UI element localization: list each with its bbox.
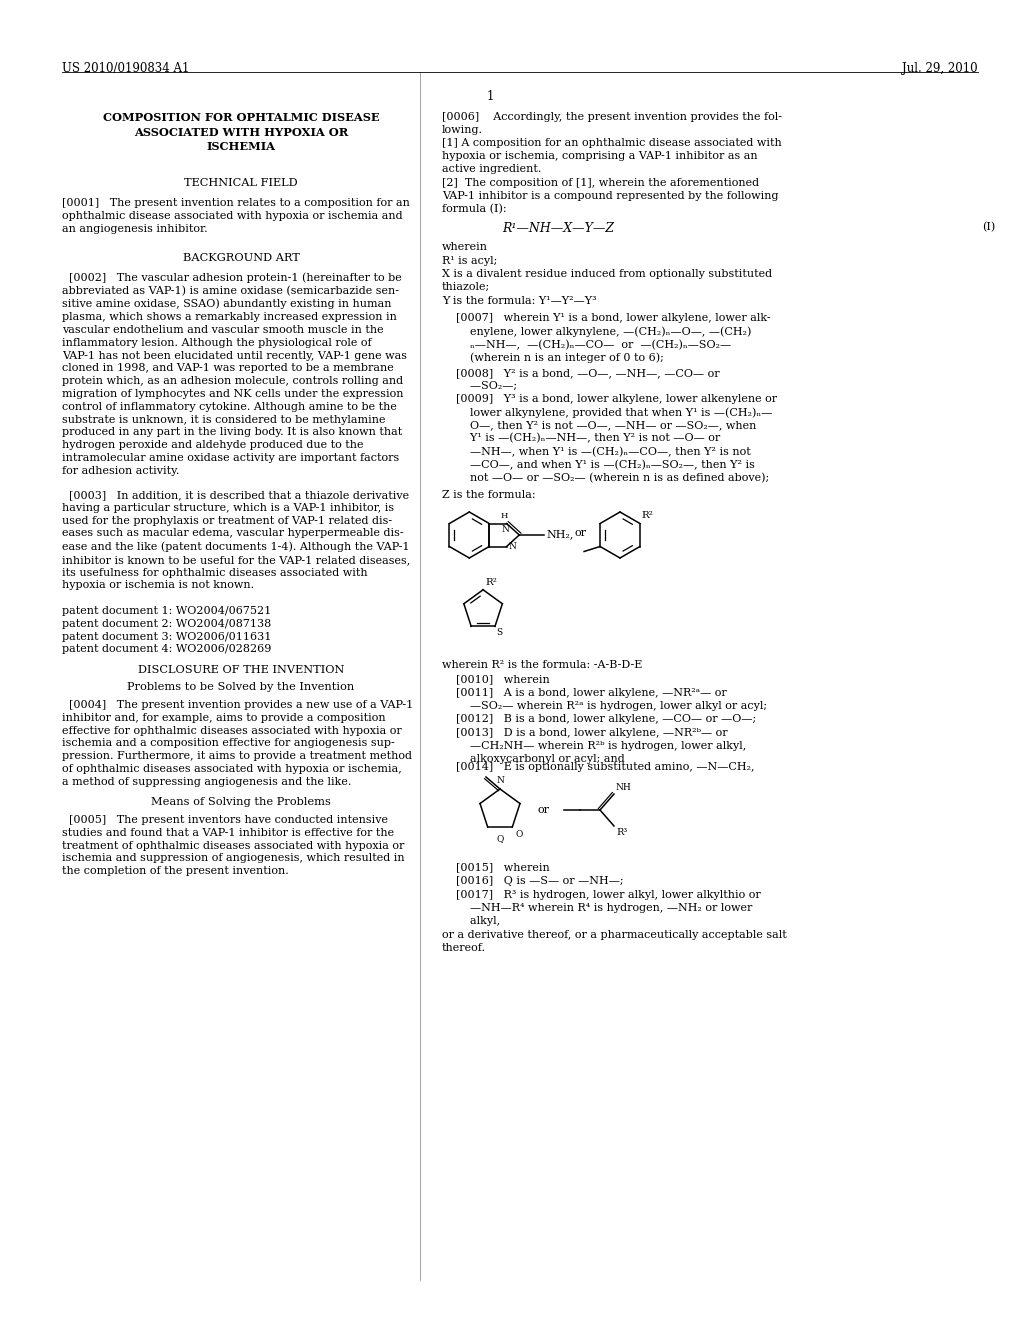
Text: Y is the formula: Y¹—Y²—Y³: Y is the formula: Y¹—Y²—Y³ [442, 296, 597, 306]
Text: [0014]   E is optionally substituted amino, —N—CH₂,: [0014] E is optionally substituted amino… [442, 762, 755, 772]
Text: [0004]   The present invention provides a new use of a VAP-1
inhibitor and, for : [0004] The present invention provides a … [62, 700, 414, 787]
Text: Z is the formula:: Z is the formula: [442, 490, 536, 500]
Text: or: or [538, 805, 550, 814]
Text: [2]  The composition of [1], wherein the aforementioned
VAP-1 inhibitor is a com: [2] The composition of [1], wherein the … [442, 178, 778, 214]
Text: R²: R² [485, 578, 497, 587]
Text: Means of Solving the Problems: Means of Solving the Problems [152, 797, 331, 807]
Text: [0011]   A is a bond, lower alkylene, —NR²ᵃ— or
        —SO₂— wherein R²ᵃ is hyd: [0011] A is a bond, lower alkylene, —NR²… [442, 688, 767, 710]
Text: S: S [496, 628, 502, 638]
Text: N: N [496, 776, 504, 785]
Text: N: N [509, 543, 516, 550]
Text: [0008]   Y² is a bond, —O—, —NH—, —CO— or
        —SO₂—;: [0008] Y² is a bond, —O—, —NH—, —CO— or … [442, 368, 720, 391]
Text: X is a divalent residue induced from optionally substituted
thiazole;: X is a divalent residue induced from opt… [442, 269, 772, 292]
Text: O: O [515, 830, 522, 840]
Text: [1] A composition for an ophthalmic disease associated with
hypoxia or ischemia,: [1] A composition for an ophthalmic dise… [442, 139, 781, 174]
Text: R¹—NH—X—Y—Z: R¹—NH—X—Y—Z [502, 222, 614, 235]
Text: patent document 1: WO2004/067521
patent document 2: WO2004/087138
patent documen: patent document 1: WO2004/067521 patent … [62, 606, 271, 655]
Text: [0015]   wherein: [0015] wherein [442, 862, 550, 873]
Text: or: or [574, 528, 587, 539]
Text: COMPOSITION FOR OPHTALMIC DISEASE
ASSOCIATED WITH HYPOXIA OR
ISCHEMIA: COMPOSITION FOR OPHTALMIC DISEASE ASSOCI… [102, 112, 379, 152]
Text: [0017]   R³ is hydrogen, lower alkyl, lower alkylthio or
        —NH—R⁴ wherein : [0017] R³ is hydrogen, lower alkyl, lowe… [442, 890, 761, 925]
Text: [0013]   D is a bond, lower alkylene, —NR²ᵇ— or
        —CH₂NH— wherein R²ᵇ is h: [0013] D is a bond, lower alkylene, —NR²… [442, 729, 746, 763]
Text: [0016]   Q is —S— or —NH—;: [0016] Q is —S— or —NH—; [442, 876, 624, 886]
Text: [0003]   In addition, it is described that a thiazole derivative
having a partic: [0003] In addition, it is described that… [62, 490, 411, 590]
Text: [0006]    Accordingly, the present invention provides the fol-
lowing.: [0006] Accordingly, the present inventio… [442, 112, 782, 135]
Text: DISCLOSURE OF THE INVENTION: DISCLOSURE OF THE INVENTION [138, 665, 344, 675]
Text: [0010]   wherein: [0010] wherein [442, 675, 550, 684]
Text: R³: R³ [616, 828, 628, 837]
Text: TECHNICAL FIELD: TECHNICAL FIELD [184, 178, 298, 187]
Text: Q: Q [497, 834, 504, 843]
Text: (I): (I) [982, 222, 995, 232]
Text: R²: R² [642, 511, 653, 520]
Text: or a derivative thereof, or a pharmaceutically acceptable salt
thereof.: or a derivative thereof, or a pharmaceut… [442, 931, 786, 953]
Text: N: N [502, 524, 510, 533]
Text: R¹ is acyl;: R¹ is acyl; [442, 256, 498, 267]
Text: [0001]   The present invention relates to a composition for an
ophthalmic diseas: [0001] The present invention relates to … [62, 198, 410, 234]
Text: 1: 1 [486, 90, 494, 103]
Text: wherein R² is the formula: -A-B-D-E: wherein R² is the formula: -A-B-D-E [442, 660, 642, 671]
Text: [0005]   The present inventors have conducted intensive
studies and found that a: [0005] The present inventors have conduc… [62, 814, 404, 876]
Text: [0002]   The vascular adhesion protein-1 (hereinafter to be
abbreviated as VAP-1: [0002] The vascular adhesion protein-1 (… [62, 272, 407, 475]
Text: wherein: wherein [442, 242, 488, 252]
Text: Jul. 29, 2010: Jul. 29, 2010 [902, 62, 978, 75]
Text: BACKGROUND ART: BACKGROUND ART [182, 253, 299, 263]
Text: NH₂,: NH₂, [546, 529, 573, 539]
Text: [0007]   wherein Y¹ is a bond, lower alkylene, lower alk-
        enylene, lower: [0007] wherein Y¹ is a bond, lower alkyl… [442, 313, 771, 363]
Text: Problems to be Solved by the Invention: Problems to be Solved by the Invention [127, 682, 354, 692]
Text: NH: NH [616, 783, 632, 792]
Text: [0009]   Y³ is a bond, lower alkylene, lower alkenylene or
        lower alkynyl: [0009] Y³ is a bond, lower alkylene, low… [442, 393, 777, 483]
Text: H: H [501, 511, 508, 520]
Text: US 2010/0190834 A1: US 2010/0190834 A1 [62, 62, 189, 75]
Text: [0012]   B is a bond, lower alkylene, —CO— or —O—;: [0012] B is a bond, lower alkylene, —CO—… [442, 714, 757, 723]
